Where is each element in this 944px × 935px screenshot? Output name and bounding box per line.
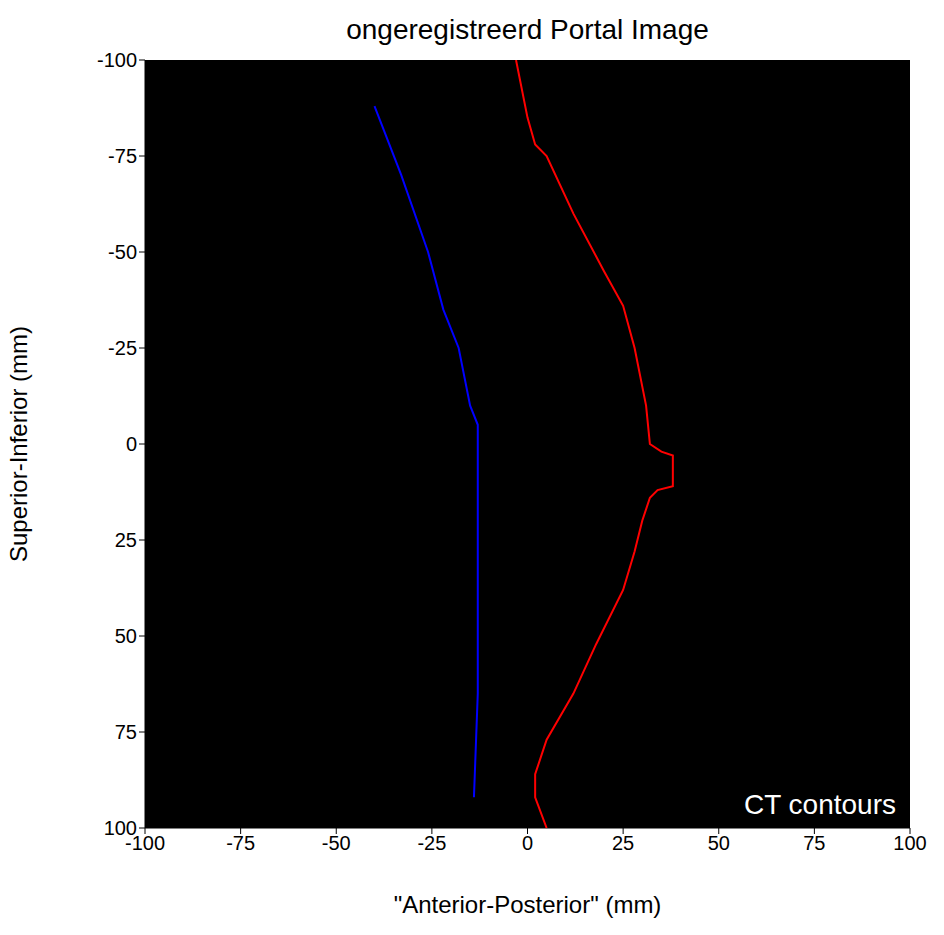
svg-text:25: 25 (115, 529, 137, 551)
svg-text:25: 25 (612, 832, 634, 854)
svg-text:75: 75 (115, 721, 137, 743)
svg-text:"Anterior-Posterior" (mm): "Anterior-Posterior" (mm) (394, 891, 662, 918)
svg-text:-25: -25 (108, 337, 137, 359)
svg-text:100: 100 (104, 817, 137, 839)
svg-text:-75: -75 (226, 832, 255, 854)
svg-text:-100: -100 (125, 832, 165, 855)
svg-text:CT contours: CT contours (744, 789, 896, 820)
svg-text:50: 50 (115, 625, 137, 647)
svg-text:0: 0 (522, 832, 533, 854)
svg-text:-25: -25 (417, 832, 446, 854)
svg-text:100: 100 (893, 832, 926, 854)
svg-text:-50: -50 (322, 832, 351, 854)
svg-text:0: 0 (126, 433, 137, 455)
svg-text:75: 75 (803, 832, 825, 854)
svg-text:-100: -100 (97, 49, 137, 71)
svg-text:-75: -75 (108, 145, 137, 167)
svg-text:Superior-Inferior (mm): Superior-Inferior (mm) (5, 326, 32, 562)
svg-text:-50: -50 (108, 241, 137, 263)
html-text:ongeregistreerd Portal Image: ongeregistreerd Portal Image (346, 14, 709, 45)
svg-text:50: 50 (708, 832, 730, 854)
